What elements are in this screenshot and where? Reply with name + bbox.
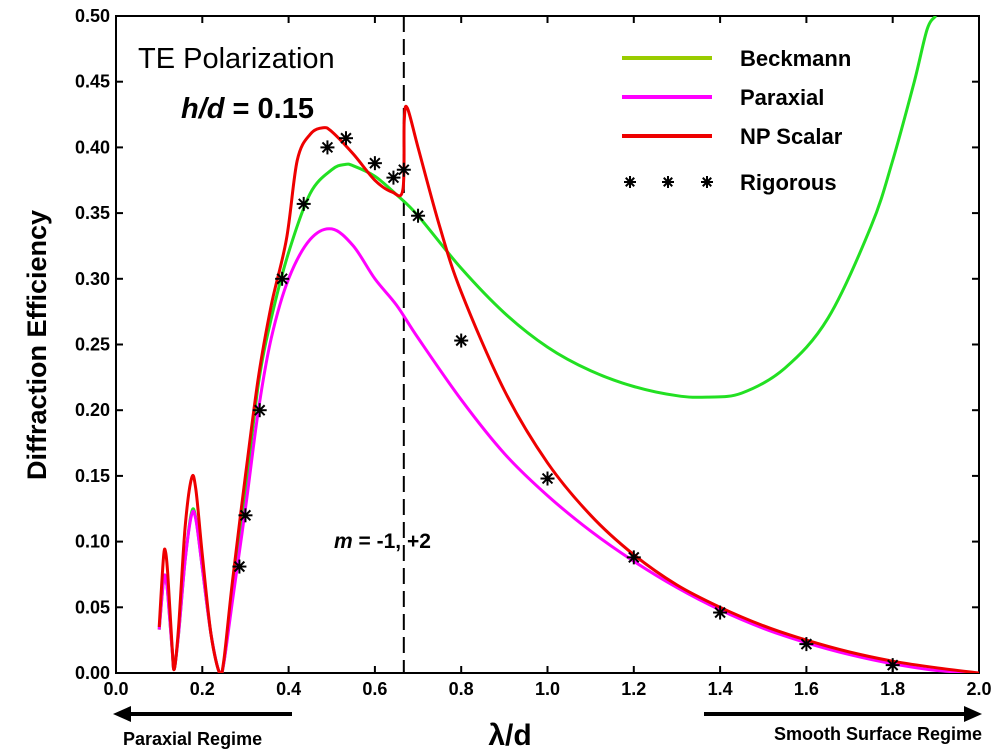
x-axis-label: λ/d: [488, 719, 531, 750]
smooth-surface-regime-label: Smooth Surface Regime: [774, 724, 982, 744]
x-tick-label: 0.6: [362, 679, 387, 699]
smooth-surface-regime-arrow: [704, 706, 982, 722]
rigorous-marker: [713, 605, 728, 620]
x-tick-label: 0.2: [190, 679, 215, 699]
y-tick-label: 0.10: [75, 532, 110, 552]
ratio-label: h/d = 0.15: [181, 93, 314, 125]
x-tick-label: 1.6: [794, 679, 819, 699]
x-tick-label: 1.8: [880, 679, 905, 699]
rigorous-marker: [396, 162, 411, 177]
y-tick-label: 0.40: [75, 137, 110, 157]
legend-label: Beckmann: [740, 46, 851, 71]
legend-item-paraxial: Paraxial: [622, 85, 824, 110]
y-tick-label: 0.35: [75, 203, 110, 223]
y-tick-label: 0.05: [75, 597, 110, 617]
x-tick-label: 0.4: [276, 679, 301, 699]
legend-item-rigorous: Rigorous: [624, 170, 837, 195]
rigorous-marker: [338, 131, 353, 146]
y-tick-label: 0.00: [75, 663, 110, 683]
rigorous-marker: [386, 170, 401, 185]
series-layer: [157, 16, 979, 673]
rigorous-marker: [275, 271, 290, 286]
rigorous-marker: [252, 403, 267, 418]
rigorous-marker: [238, 508, 253, 523]
rigorous-marker: [320, 140, 335, 155]
series-line-paraxial: [157, 227, 979, 673]
paraxial-regime-label: Paraxial Regime: [123, 729, 262, 749]
legend-label: NP Scalar: [740, 124, 843, 149]
y-tick-label: 0.50: [75, 6, 110, 26]
y-tick-label: 0.30: [75, 269, 110, 289]
rigorous-marker: [454, 333, 469, 348]
legend-item-beckmann: Beckmann: [622, 46, 851, 71]
y-tick-label: 0.15: [75, 466, 110, 486]
legend-label: Rigorous: [740, 170, 837, 195]
y-tick-label: 0.45: [75, 72, 110, 92]
paraxial-regime-arrow: [113, 706, 292, 722]
order-label-value: = -1, +2: [353, 530, 431, 553]
y-tick-label: 0.25: [75, 335, 110, 355]
legend-swatch-marker: [662, 176, 674, 188]
y-tick-label: 0.20: [75, 400, 110, 420]
y-axis-label: Diffraction Efficiency: [22, 210, 52, 480]
order-label-italic: m: [334, 530, 353, 553]
x-tick-label: 0.8: [449, 679, 474, 699]
legend-swatch-marker: [701, 176, 713, 188]
y-axis-ticks: 0.00 0.05 0.10 0.15 0.20 0.25 0.30 0.35 0.40 0.45…: [75, 6, 979, 683]
x-tick-label: 0.0: [103, 679, 128, 699]
order-label: m = -1, +2: [334, 530, 431, 553]
rigorous-marker: [540, 471, 555, 486]
ratio-label-italic: h/d: [181, 93, 226, 125]
x-tick-label: 1.4: [708, 679, 733, 699]
x-tick-label: 1.2: [621, 679, 646, 699]
legend-label: Paraxial: [740, 85, 824, 110]
x-tick-label: 1.0: [535, 679, 560, 699]
rigorous-marker: [799, 637, 814, 652]
rigorous-markers: [232, 131, 900, 673]
rigorous-marker: [367, 156, 382, 171]
legend-item-np-scalar: NP Scalar: [622, 124, 843, 149]
ratio-label-value: = 0.15: [225, 93, 315, 125]
x-axis-ticks: 0.0 0.2 0.4 0.6 0.8 1.0 1.2 1.4 1.6 1.8 2.0: [103, 16, 992, 699]
series-line-np-scalar: [157, 104, 979, 673]
rigorous-marker: [296, 196, 311, 211]
x-tick-label: 2.0: [966, 679, 991, 699]
polarization-label: TE Polarization: [138, 43, 335, 75]
legend: Beckmann Paraxial NP Scalar Rigorous: [622, 46, 851, 195]
rigorous-marker: [411, 208, 426, 223]
rigorous-marker: [232, 559, 247, 574]
legend-swatch-marker: [624, 176, 636, 188]
rigorous-marker: [885, 658, 900, 673]
rigorous-marker: [626, 550, 641, 565]
